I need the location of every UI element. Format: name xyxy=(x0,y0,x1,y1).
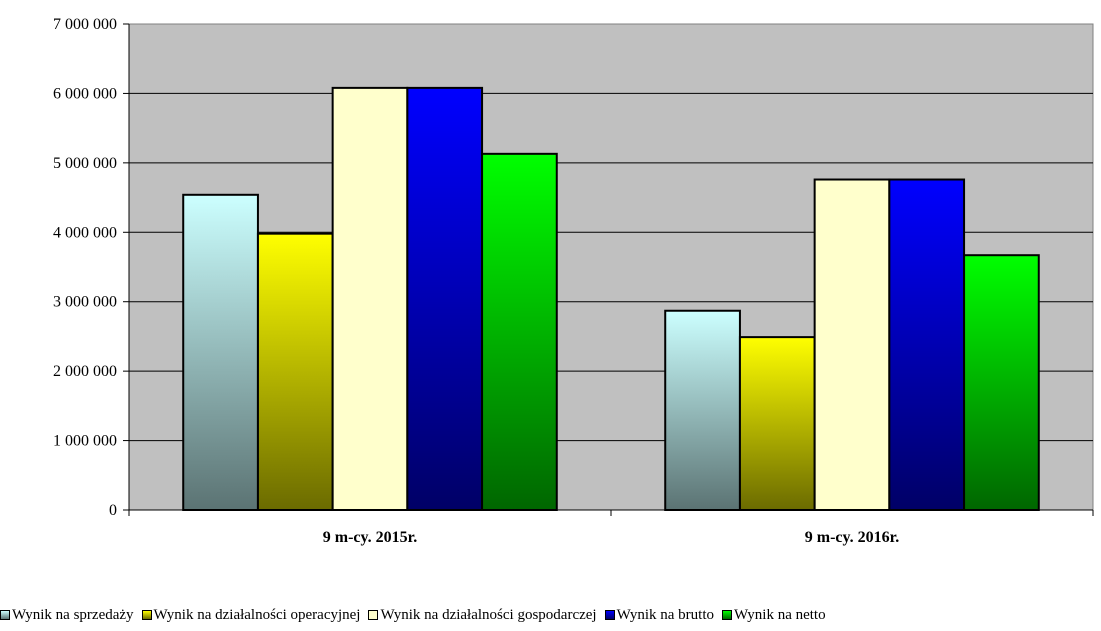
bar xyxy=(888,178,966,512)
y-tick-label: 6 000 000 xyxy=(53,85,117,102)
legend-swatch xyxy=(604,610,615,620)
legend-item: Wynik na brutto xyxy=(604,606,715,624)
legend-item: Wynik na sprzedaży xyxy=(0,607,134,624)
y-tick-label: 7 000 000 xyxy=(53,16,117,33)
legend-swatch xyxy=(368,610,379,620)
y-tick-label: 2 000 000 xyxy=(53,363,117,380)
x-category-label: 9 m-cy. 2016r. xyxy=(805,529,900,546)
legend-item: Wynik na działalności gospodarczej xyxy=(368,606,597,624)
x-category-label: 9 m-cy. 2015r. xyxy=(323,529,418,546)
legend: Wynik na sprzedaży Wynik na działalności … xyxy=(0,604,1101,626)
bar xyxy=(331,86,409,511)
x-axis: 9 m-cy. 2015r. 9 m-cy. 2016r. xyxy=(128,509,1094,546)
legend-label: Wynik na netto xyxy=(734,606,826,623)
bar xyxy=(963,254,1040,511)
y-axis: 0 1 000 000 2 000 000 3 000 000 4 000 000 5 0… xyxy=(53,16,130,519)
legend-item: Wynik na netto xyxy=(722,607,826,624)
y-tick-label: 3 000 000 xyxy=(53,294,117,311)
bars xyxy=(182,86,1040,512)
y-tick-label: 4 000 000 xyxy=(53,224,117,241)
legend-label: Wynik na działalności gospodarczej xyxy=(380,606,597,623)
bar xyxy=(738,336,816,511)
y-tick-label: 0 xyxy=(109,502,117,519)
bar xyxy=(481,152,558,511)
bar-chart: 0 1 000 000 2 000 000 3 000 000 4 000 000 5 0… xyxy=(53,16,1094,546)
legend-swatch xyxy=(722,610,733,620)
legend-swatch xyxy=(141,610,152,620)
bar xyxy=(813,178,891,512)
legend-item: Wynik na działalności operacyjnej xyxy=(141,606,361,624)
bar xyxy=(664,309,741,511)
legend-label: Wynik na brutto xyxy=(616,606,715,623)
bar xyxy=(182,193,259,511)
legend-label: Wynik na sprzedaży xyxy=(12,606,134,623)
bar xyxy=(256,232,334,511)
legend-swatch xyxy=(0,610,10,620)
legend-label: Wynik na działalności operacyjnej xyxy=(153,606,361,623)
y-tick-label: 1 000 000 xyxy=(53,433,117,450)
bar xyxy=(406,86,484,511)
y-tick-label: 5 000 000 xyxy=(53,155,117,172)
